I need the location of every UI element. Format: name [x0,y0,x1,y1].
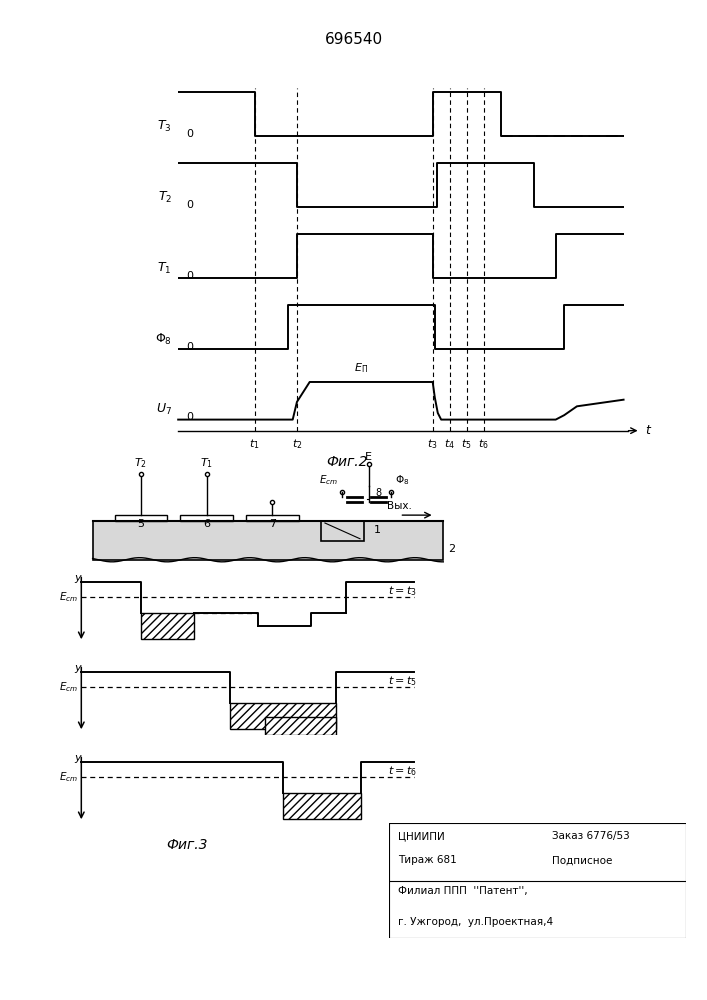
Text: $T_3$: $T_3$ [157,119,172,134]
Text: y: y [74,663,81,673]
Text: $E_{cm}$: $E_{cm}$ [319,473,338,487]
Text: 7: 7 [269,519,276,529]
Text: $t_3$: $t_3$ [427,437,438,451]
Text: $E_\Pi$: $E_\Pi$ [354,362,368,375]
Text: $t_2$: $t_2$ [292,437,302,451]
Text: Филиал ППП  ''Патент'',: Филиал ППП ''Патент'', [398,886,527,896]
Bar [180,515,233,521]
Bar [246,515,298,521]
Text: Фиг.3: Фиг.3 [167,838,208,852]
Bar [141,613,194,639]
Text: $\Phi_8$: $\Phi_8$ [155,331,172,347]
Text: 1: 1 [374,525,381,535]
Text: y: y [74,573,81,583]
Text: $E_{cm}$: $E_{cm}$ [59,770,78,784]
Text: $t=t_5$: $t=t_5$ [389,674,417,688]
Text: $t_4$: $t_4$ [444,437,455,451]
Text: Подписное: Подписное [552,855,612,865]
Text: 6: 6 [203,519,210,529]
Text: 0: 0 [187,412,194,422]
Text: $T_2$: $T_2$ [134,456,147,470]
Bar [283,793,361,819]
Text: 2: 2 [448,544,455,554]
Bar [320,521,364,540]
Text: $T_1$: $T_1$ [158,261,172,276]
Bar [230,703,336,729]
Text: $T_1$: $T_1$ [200,456,213,470]
Text: 0: 0 [187,129,194,139]
Text: 5: 5 [137,519,144,529]
Text: $t_6$: $t_6$ [478,437,489,451]
Text: $E_{cm}$: $E_{cm}$ [59,590,78,604]
Text: $U_7$: $U_7$ [156,402,172,417]
Polygon shape [93,521,443,560]
Text: $t$: $t$ [645,424,652,437]
Bar [115,515,167,521]
Text: ЦНИИПИ: ЦНИИПИ [398,831,445,841]
Bar [265,717,336,735]
Text: $\Phi_8$: $\Phi_8$ [395,473,409,487]
Text: $t_5$: $t_5$ [461,437,472,451]
Text: E: E [366,452,373,462]
Text: 0: 0 [187,271,194,281]
Text: $t=t_3$: $t=t_3$ [389,584,417,598]
Text: y: y [74,753,81,763]
Text: 696540: 696540 [325,32,382,47]
Text: Вых.: Вых. [387,501,412,511]
Text: $E_{cm}$: $E_{cm}$ [59,680,78,694]
Text: г. Ужгород,  ул.Проектная,4: г. Ужгород, ул.Проектная,4 [398,917,553,927]
Text: 0: 0 [187,342,194,352]
Text: $t_1$: $t_1$ [250,437,259,451]
Text: Заказ 6776/53: Заказ 6776/53 [552,831,630,841]
Text: Тираж 681: Тираж 681 [398,855,457,865]
Text: 8: 8 [375,488,382,498]
Text: $t=t_6$: $t=t_6$ [388,764,417,778]
Text: $T_2$: $T_2$ [158,190,172,205]
Text: 0: 0 [187,200,194,210]
Text: Фиг.2: Фиг.2 [327,455,368,469]
